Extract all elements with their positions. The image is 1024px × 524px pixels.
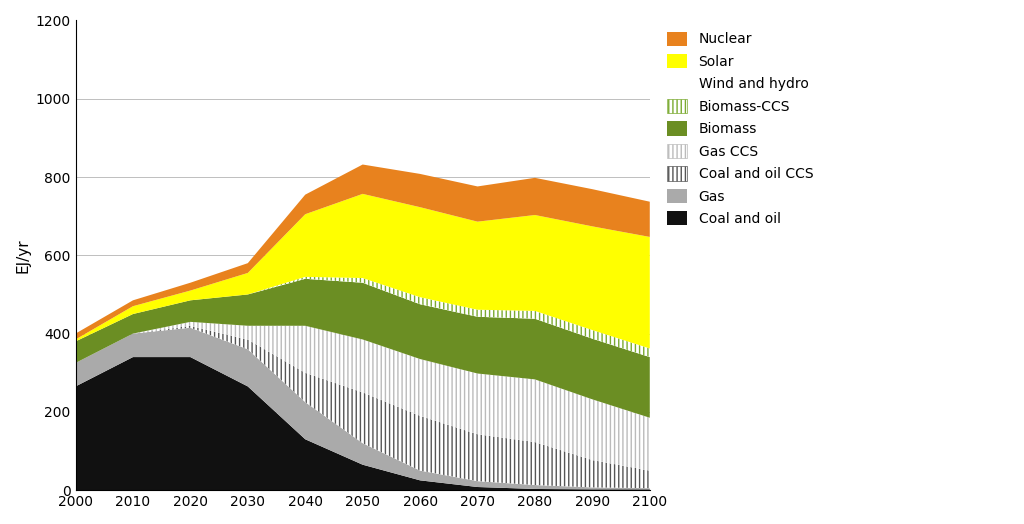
Legend: Nuclear, Solar, Wind and hydro, Biomass-CCS, Biomass, Gas CCS, Coal and oil CCS,: Nuclear, Solar, Wind and hydro, Biomass-… bbox=[663, 27, 817, 230]
Y-axis label: EJ/yr: EJ/yr bbox=[15, 238, 30, 272]
